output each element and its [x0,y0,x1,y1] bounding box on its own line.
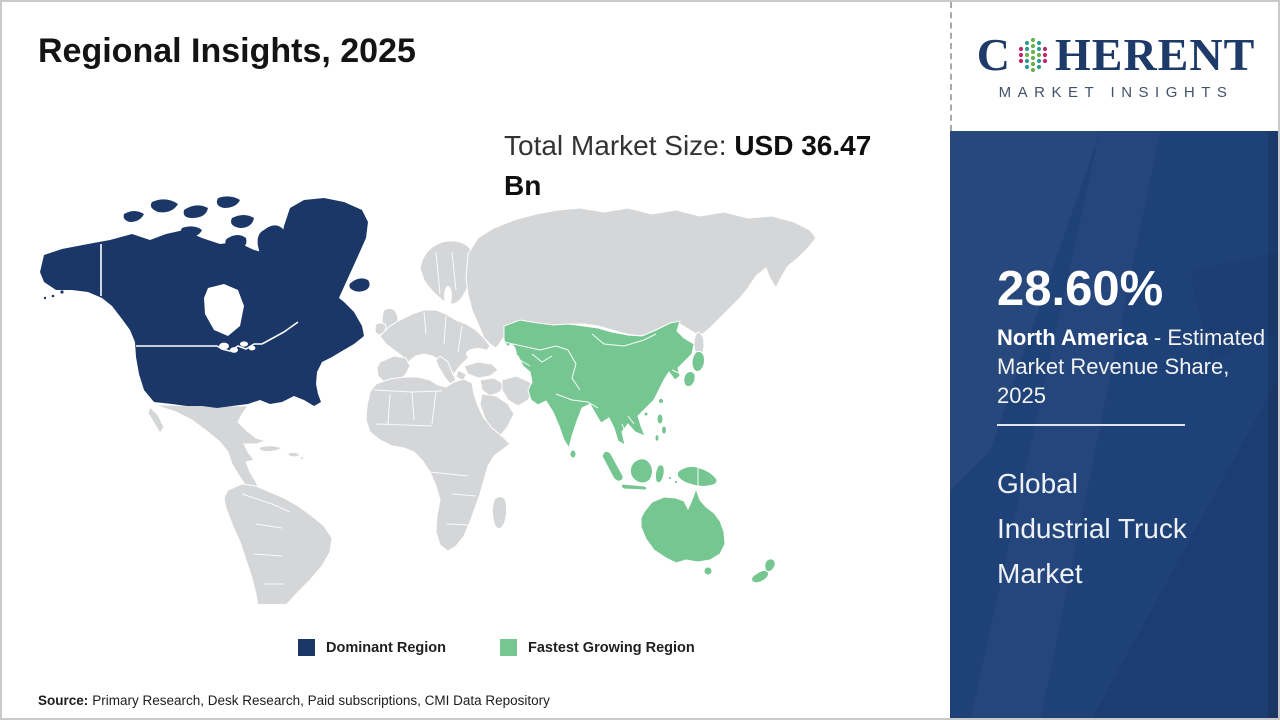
legend-swatch-fastest [500,639,517,656]
source-line: Source: Primary Research, Desk Research, … [38,693,550,708]
map-country-borders-gray [241,251,477,585]
map-north-america-details [100,244,299,353]
brand-subtitle: MARKET INSIGHTS [998,84,1234,101]
source-label: Source: [38,693,89,708]
total-market-size: Total Market Size: USD 36.47 Bn [504,126,896,206]
page-title: Regional Insights, 2025 [38,32,416,70]
source-text: Primary Research, Desk Research, Paid su… [92,693,550,708]
map-region-asia-pacific [503,319,776,584]
sidebar: 28.60% North America - Estimated Market … [950,131,1278,718]
share-rest: - Estimated Market Revenue Share, 2025 [997,325,1266,408]
map-region-north-america [40,196,370,408]
brand-rest: HERENT [1054,29,1256,80]
legend-item-dominant: Dominant Region [298,639,446,656]
world-map-svg [40,196,817,622]
legend-label-fastest: Fastest Growing Region [528,639,695,656]
world-map [32,194,822,622]
map-country-borders-green [503,333,699,486]
sidebar-divider [997,424,1185,426]
total-market-size-label: Total Market Size: [504,130,735,161]
legend-swatch-dominant [298,639,315,656]
sidebar-texture [950,131,1278,718]
market-name: Global Industrial Truck Market [997,468,1187,589]
map-seas [444,286,517,370]
share-value: 28.60% [997,262,1164,316]
legend-label-dominant: Dominant Region [326,639,447,656]
share-description: North America - Estimated Market Revenue… [997,323,1269,410]
map-region-rest-of-world [147,207,817,622]
total-market-size-value: USD 36.47 Bn [504,130,872,201]
logo-panel: C HERENT MARKET INSIGHTS [950,2,1278,131]
share-region: North America [997,325,1148,350]
brand-letter-c: C [976,29,1011,80]
legend-item-fastest: Fastest Growing Region [500,639,695,656]
brand-logo: C HERENT [977,32,1256,78]
dotted-globe-icon [1018,37,1048,73]
